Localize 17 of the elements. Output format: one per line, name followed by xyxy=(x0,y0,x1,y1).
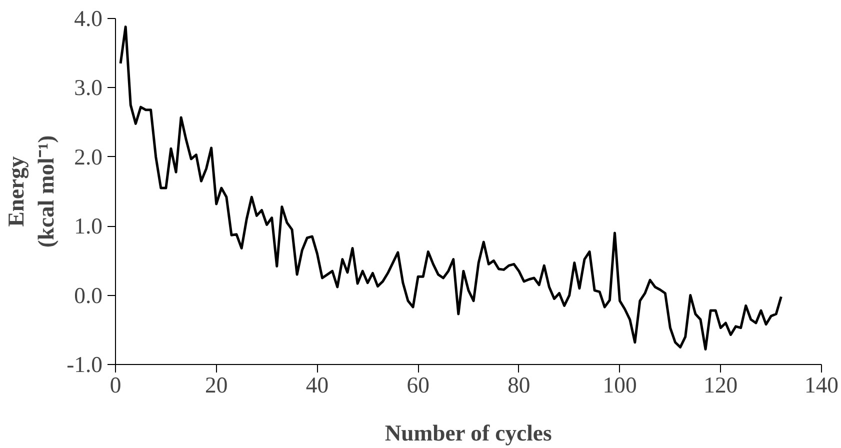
x-tick-label: 60 xyxy=(406,372,430,398)
x-tick-label: 20 xyxy=(205,372,228,398)
y-tick-label: 2.0 xyxy=(74,144,103,170)
x-axis-title: Number of cycles xyxy=(384,420,552,446)
y-tick-label: 3.0 xyxy=(74,75,103,100)
y-tick-label: -1.0 xyxy=(66,352,103,377)
y-tick-label: 1.0 xyxy=(74,214,103,239)
x-tick-label: 100 xyxy=(602,372,637,398)
x-tick-label: 120 xyxy=(704,372,738,398)
y-tick-label: 4.0 xyxy=(74,6,103,31)
x-tick-label: 140 xyxy=(804,372,838,398)
line-series xyxy=(119,26,782,351)
y-tick-label: 0.0 xyxy=(74,282,103,308)
y-axis-title: Energy (kcal mol⁻¹) xyxy=(4,135,59,248)
x-tick-label: 40 xyxy=(306,372,329,398)
x-tick-label: 0 xyxy=(110,372,122,398)
x-tick-label: 80 xyxy=(508,372,530,398)
